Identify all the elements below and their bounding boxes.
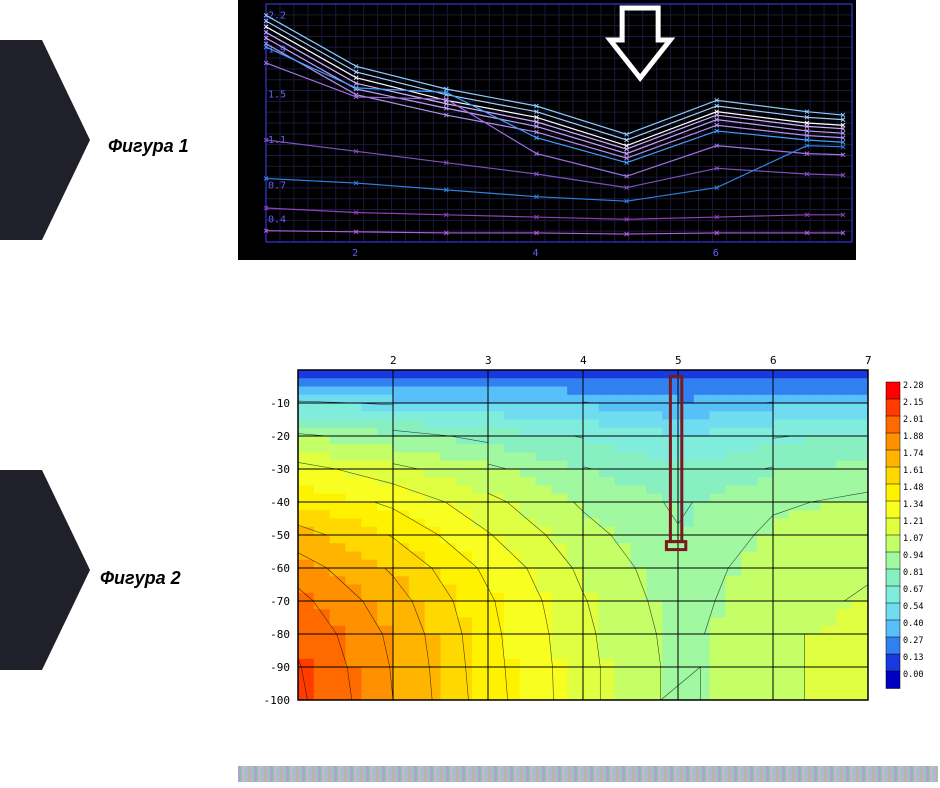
svg-text:0.4: 0.4 [268,214,286,225]
svg-text:0.81: 0.81 [903,568,923,578]
svg-text:0.7: 0.7 [268,180,286,191]
svg-text:-60: -60 [270,562,290,575]
svg-text:7: 7 [865,354,872,367]
svg-text:1.88: 1.88 [903,432,923,442]
svg-text:2.2: 2.2 [268,10,286,21]
svg-text:-10: -10 [270,397,290,410]
svg-text:5: 5 [675,354,682,367]
svg-text:1.34: 1.34 [903,500,923,510]
svg-text:3: 3 [485,354,492,367]
svg-text:-90: -90 [270,661,290,674]
svg-text:-80: -80 [270,628,290,641]
svg-text:1.5: 1.5 [268,90,286,101]
svg-text:0.94: 0.94 [903,551,923,561]
svg-text:1.48: 1.48 [903,483,923,493]
svg-text:-20: -20 [270,430,290,443]
svg-text:6: 6 [713,248,719,259]
svg-text:0.67: 0.67 [903,585,923,595]
svg-text:-100: -100 [264,694,291,707]
svg-text:-30: -30 [270,463,290,476]
pentagon-badge-1 [0,40,90,240]
figure2-label: Фигура 2 [100,568,181,589]
svg-text:0.27: 0.27 [903,636,923,646]
svg-text:4: 4 [532,248,538,259]
svg-text:1.21: 1.21 [903,517,923,527]
svg-text:2.01: 2.01 [903,415,923,425]
svg-text:0.40: 0.40 [903,619,923,629]
svg-text:-50: -50 [270,529,290,542]
svg-text:2: 2 [390,354,397,367]
svg-text:0.13: 0.13 [903,653,923,663]
figure1-chart: 0.40.71.11.51.92.2246 [238,0,856,260]
svg-text:1.61: 1.61 [903,466,923,476]
noise-strip [238,766,938,782]
svg-text:2.15: 2.15 [903,398,923,408]
svg-text:0.00: 0.00 [903,670,923,680]
pentagon-badge-2 [0,470,90,670]
svg-text:2.28: 2.28 [903,381,923,391]
svg-text:1.74: 1.74 [903,449,923,459]
figure1-label: Фигура 1 [108,136,189,157]
svg-text:2: 2 [352,248,358,259]
svg-text:4: 4 [580,354,587,367]
svg-text:6: 6 [770,354,777,367]
svg-text:1.07: 1.07 [903,534,923,544]
figure2-heatmap: 2 3 4 5 6 7 -10 -20 -30 -40 -50 -60 -70 -80 -90 -100 2.2… [238,350,938,720]
svg-text:-70: -70 [270,595,290,608]
svg-text:0.54: 0.54 [903,602,923,612]
svg-text:-40: -40 [270,496,290,509]
